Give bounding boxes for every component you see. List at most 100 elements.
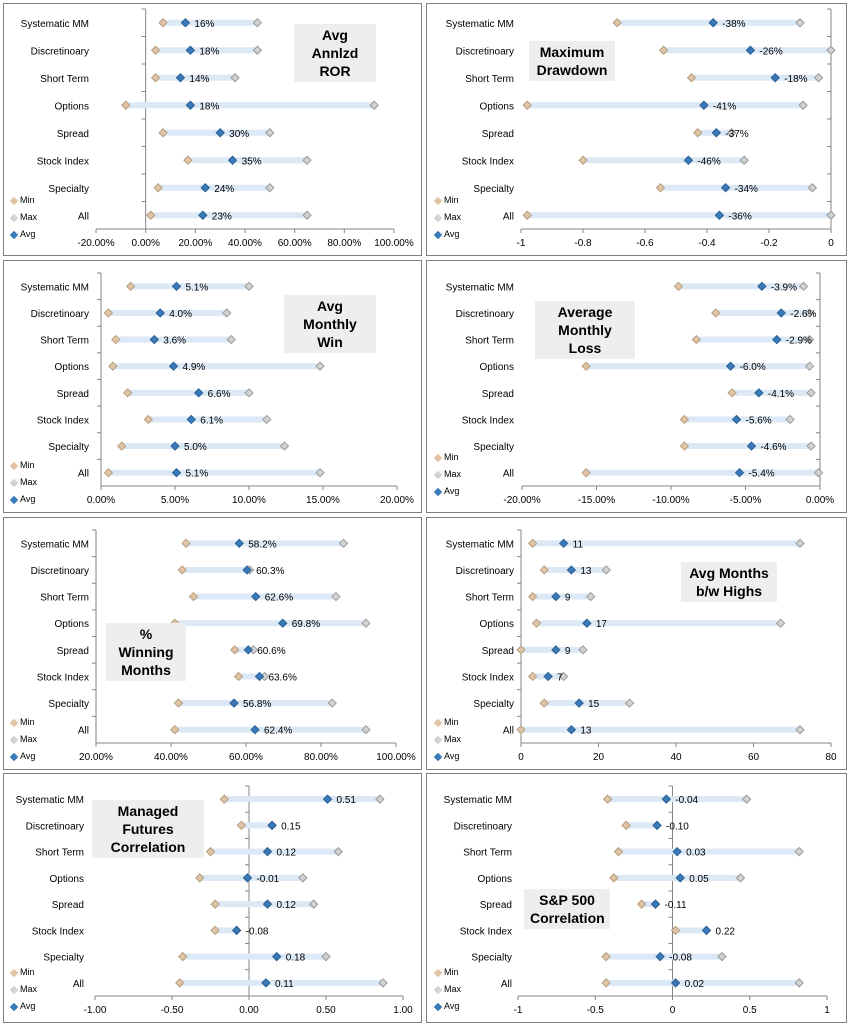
category-label: Specialty [48,184,89,195]
category-label: Stock Index [37,156,89,167]
legend-label-avg: Avg [444,486,460,496]
legend-label-avg: Avg [20,751,36,761]
avg-data-label: -5.4% [749,469,775,480]
chart-title-winning: % Winning Months [106,623,186,681]
min-marker [181,538,191,549]
category-label: Stock Index [32,926,84,937]
range-bar [691,74,819,81]
category-label: Stock Index [462,672,514,683]
max-marker [333,846,344,857]
avg-data-label: 9 [565,593,571,604]
category-label: Specialty [48,699,89,710]
avg-marker [242,565,252,575]
category-label: Short Term [35,848,84,859]
min-legend-marker-icon [9,461,19,470]
legend-item-min: Min [9,192,37,209]
min-marker [527,671,538,682]
category-label: Spread [52,900,84,911]
min-marker [679,441,690,451]
range-bar [224,796,380,803]
range-bar [544,700,630,707]
range-bar [607,796,747,803]
min-marker [150,73,161,83]
avg-marker [272,951,282,962]
avg-data-label: 18% [199,46,219,57]
legend-item-avg: Avg [433,483,461,500]
category-label: All [501,979,512,990]
max-marker [361,618,371,628]
max-marker [826,45,836,55]
min-marker [111,334,121,345]
category-label: Discretinoary [454,821,512,832]
max-marker [806,441,816,451]
category-label: Systematic MM [444,795,512,806]
max-marker [794,978,804,988]
max-marker [795,18,805,28]
max-marker [361,724,371,735]
chart-legend-spcorr: Min Max Avg [433,964,461,1015]
legend-item-max: Max [9,981,37,998]
range-bar [606,979,800,986]
category-label: Stock Index [37,672,89,683]
min-marker [210,899,220,909]
max-marker [558,671,569,682]
avg-marker [261,978,271,988]
category-label: Spread [57,129,89,140]
max-marker [308,899,319,909]
avg-data-label: -0.10 [666,821,689,832]
x-tick-label: -15.00% [578,495,615,506]
legend-label-max: Max [20,477,38,487]
max-marker [327,698,337,708]
min-marker [233,671,244,682]
max-marker [804,334,815,345]
avg-data-label: 13 [580,566,592,577]
min-legend-marker-icon [9,196,19,205]
legend-item-min: Min [9,457,37,474]
chart-panel-loss: -20.00% -15.00% -10.00% -5.00% 0.00% Systemat… [426,260,847,513]
min-legend-marker-icon [433,196,443,205]
max-marker [804,308,815,318]
max-legend-marker-icon [433,470,443,479]
x-tick-label: -0.4 [698,238,716,249]
x-tick-label: -1 [517,238,526,249]
min-legend-marker-icon [433,453,443,462]
avg-data-label: -36% [728,211,751,222]
chart-legend-win: Min Max Avg [9,457,38,508]
max-marker [807,183,818,193]
legend-item-max: Max [433,731,461,748]
avg-marker [215,128,225,138]
avg-marker [155,308,165,318]
legend-label-min: Min [20,967,35,977]
avg-data-label: 0.05 [689,874,709,885]
avg-marker [772,334,782,345]
range-bar [626,822,658,829]
avg-marker [278,618,288,628]
category-label: Short Term [465,74,514,85]
max-legend-marker-icon [433,985,443,994]
chart-title-spcorr: S&P 500 Correlation [524,889,610,929]
max-marker [375,794,385,804]
legend-label-min: Min [20,195,35,205]
min-marker [173,698,184,708]
avg-marker [551,591,561,602]
min-marker [145,210,156,220]
min-legend-marker-icon [9,718,19,727]
range-bar [155,74,236,81]
category-label: Spread [57,646,89,657]
avg-data-label: 14% [189,74,209,85]
max-marker [578,645,588,655]
max-marker [244,281,254,292]
min-marker [670,925,681,936]
max-marker [739,155,749,165]
x-tick-label: 100.00% [374,238,414,249]
category-label: Short Term [465,593,514,604]
min-marker [527,538,538,549]
min-marker [177,565,187,575]
min-marker [219,794,230,804]
min-marker [153,183,163,193]
min-marker [679,414,690,425]
legend-label-min: Min [444,452,459,462]
category-label: Specialty [471,953,512,964]
category-label: Short Term [40,74,89,85]
category-label: Systematic MM [16,795,84,806]
